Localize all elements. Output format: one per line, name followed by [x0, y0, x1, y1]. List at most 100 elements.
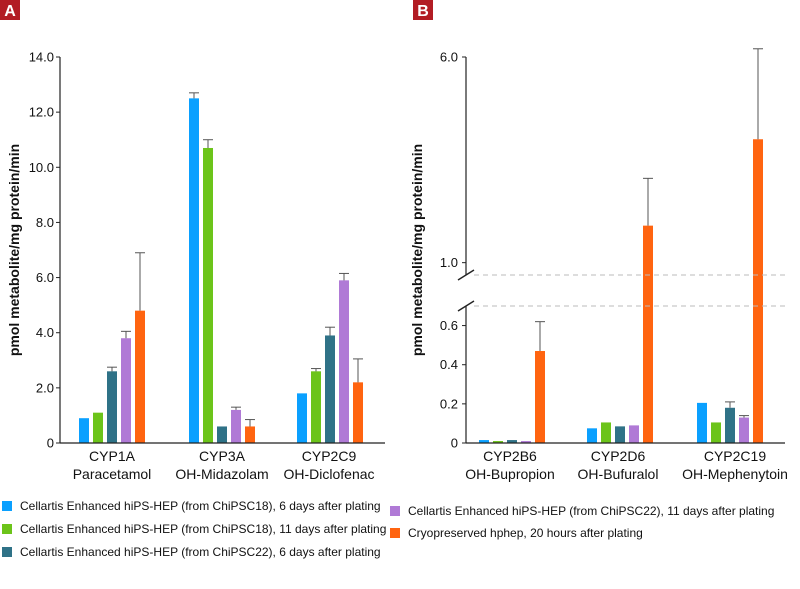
- panel-b-label: B: [417, 3, 429, 20]
- legend-item-chipsc18-11-days: Cellartis Enhanced hiPS-HEP (from ChiPSC…: [2, 522, 386, 536]
- panel-b-badge: B: [413, 0, 433, 20]
- panel-a-label: A: [4, 3, 16, 20]
- legend-item-chipsc18-6-days: Cellartis Enhanced hiPS-HEP (from ChiPSC…: [2, 499, 381, 513]
- bar-s18_11d-2: [311, 371, 321, 443]
- chart-b-category-label: CYP2D6: [591, 448, 646, 464]
- chart-b-y-tick-label: 0.4: [440, 357, 458, 372]
- legend-item-chipsc22-6-days: Cellartis Enhanced hiPS-HEP (from ChiPSC…: [2, 545, 381, 559]
- error-bar: [245, 419, 255, 427]
- bar-s22_11d-2: [739, 417, 749, 443]
- chart-a-category-label: CYP1A: [89, 448, 136, 464]
- chart-a-y-tick-label: 14.0: [29, 50, 54, 65]
- error-bar: [311, 368, 321, 372]
- error-bar: [739, 415, 749, 418]
- bar-s22_6d-1: [615, 426, 625, 443]
- bar-s22_11d-0: [121, 338, 131, 443]
- chart-b-y-tick-label: 0.6: [440, 318, 458, 333]
- chart-a-y-tick-label: 12.0: [29, 105, 54, 120]
- error-bar: [353, 358, 363, 383]
- bar-s18_6d-2: [297, 393, 307, 443]
- chart-a-category-label: CYP2C9: [302, 448, 357, 464]
- error-bar: [203, 139, 213, 148]
- bar-s18_6d-1: [189, 98, 199, 443]
- bar-s18_11d-1: [601, 422, 611, 443]
- chart-b-y-tick-label: 6.0: [440, 50, 458, 65]
- error-bar: [135, 252, 145, 311]
- error-bar: [231, 406, 241, 410]
- chart-a-y-axis-label: pmol metabolite/mg protein/min: [6, 144, 22, 356]
- error-bar: [121, 330, 131, 339]
- legend-label: Cellartis Enhanced hiPS-HEP (from ChiPSC…: [20, 522, 387, 536]
- chart-a-category-label: CYP3A: [199, 448, 246, 464]
- chart-b-category-label: CYP2C19: [704, 448, 766, 464]
- bar-hphep-1: [245, 426, 255, 443]
- chart-a-y-tick-label: 4.0: [36, 325, 54, 340]
- bar-s22_6d-0: [107, 371, 117, 443]
- bar-s22_6d-2: [725, 407, 735, 443]
- chart-b-y-tick-label: 1.0: [440, 255, 458, 270]
- chart-b-y-tick-label: 0: [451, 436, 458, 451]
- bar-hphep-0: [135, 310, 145, 443]
- chart-b-category-label: OH-Bufuralol: [578, 466, 659, 482]
- legend-item-chipsc22-11-days: Cellartis Enhanced hiPS-HEP (from ChiPSC…: [390, 504, 774, 518]
- legend-swatch: [2, 524, 12, 534]
- error-bar: [339, 272, 349, 281]
- chart-a-y-tick-label: 6.0: [36, 270, 54, 285]
- bar-s22_6d-0: [507, 440, 517, 443]
- chart-a-category-label: Paracetamol: [73, 466, 152, 482]
- error-bar: [325, 326, 335, 336]
- bar-s18_11d-1: [203, 147, 213, 443]
- chart-a-category-label: OH-Midazolam: [175, 466, 268, 482]
- error-bar: [107, 366, 117, 372]
- error-bar: [189, 92, 199, 99]
- legend-label: Cellartis Enhanced hiPS-HEP (from ChiPSC…: [408, 504, 775, 518]
- chart-a-y-tick-label: 8.0: [36, 215, 54, 230]
- bar-hphep-2: [353, 382, 363, 443]
- bar-s22_11d-2: [339, 280, 349, 443]
- chart-b-y-axis-label: pmol metabolite/mg protein/min: [409, 144, 425, 356]
- axis-break-mark-lower: [457, 300, 475, 312]
- chart-a-y-tick-label: 2.0: [36, 380, 54, 395]
- bar-s22_6d-2: [325, 335, 335, 443]
- legend-swatch: [2, 547, 12, 557]
- legend-label: Cryopreserved hphep, 20 hours after plat…: [408, 526, 643, 540]
- legend-swatch: [390, 528, 400, 538]
- chart-a-y-tick-label: 10.0: [29, 160, 54, 175]
- chart-b-category-label: CYP2B6: [483, 448, 537, 464]
- bar-s18_11d-2: [711, 422, 721, 443]
- chart-a: pmol metabolite/mg protein/min 0 2.0 4.0 6.…: [6, 50, 385, 482]
- chart-b-category-label: OH-Mephenytoin: [682, 466, 788, 482]
- bar-s18_11d-0: [93, 412, 103, 443]
- bar-s22_11d-1: [231, 409, 241, 443]
- panel-a-badge: A: [0, 0, 20, 20]
- legend-label: Cellartis Enhanced hiPS-HEP (from ChiPSC…: [20, 545, 381, 559]
- chart-b-bars: [479, 48, 763, 443]
- legend-label: Cellartis Enhanced hiPS-HEP (from ChiPSC…: [20, 499, 381, 513]
- chart-a-y-tick-label: 0: [47, 436, 54, 451]
- bar-s22_6d-1: [217, 426, 227, 443]
- error-bar: [725, 401, 735, 408]
- bar-s22_11d-0: [521, 441, 531, 443]
- chart-b-y-tick-label: 0.2: [440, 396, 458, 411]
- error-bar: [643, 177, 653, 226]
- bar-s18_6d-1: [587, 428, 597, 443]
- legend-item-hphep-20-hours: Cryopreserved hphep, 20 hours after plat…: [390, 526, 643, 540]
- bar-s18_6d-2: [697, 402, 707, 443]
- legend-swatch: [390, 506, 400, 516]
- chart-a-bars: [79, 92, 363, 443]
- chart-b: pmol metabolite/mg protein/min 0 0.2 0.4 0.…: [409, 48, 788, 482]
- bar-hphep-2: [753, 139, 763, 443]
- chart-b-category-label: OH-Bupropion: [465, 466, 555, 482]
- bar-s18_6d-0: [479, 440, 489, 443]
- error-bar: [753, 48, 763, 140]
- bar-s22_11d-1: [629, 425, 639, 443]
- legend-swatch: [2, 501, 12, 511]
- chart-a-category-label: OH-Diclofenac: [283, 466, 374, 482]
- bar-s18_11d-0: [493, 441, 503, 443]
- bar-hphep-0: [535, 351, 545, 443]
- bar-hphep-1: [643, 225, 653, 443]
- axis-break-mark-upper: [457, 269, 475, 281]
- error-bar: [535, 321, 545, 352]
